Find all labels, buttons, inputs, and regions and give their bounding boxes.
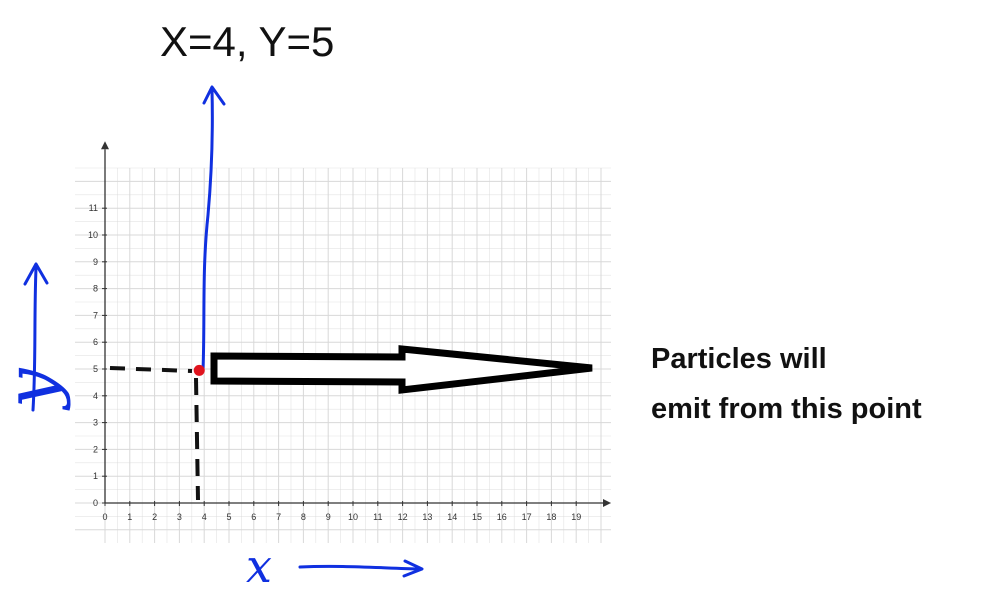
emission-note: Particles will emit from this point [651, 334, 922, 434]
y-hand-label: y [0, 367, 72, 411]
y-tick-label: 11 [89, 203, 98, 213]
y-tick-label: 2 [93, 444, 98, 454]
y-tick-labels: 0 1 2 3 4 5 6 7 8 9 10 11 [88, 203, 107, 508]
x-axis-arrowhead [603, 499, 611, 507]
y-tick-label: 5 [93, 364, 98, 374]
x-tick-label: 18 [546, 512, 556, 522]
graph-axes [101, 141, 611, 507]
y-tick-label: 10 [88, 230, 98, 240]
x-tick-label: 4 [202, 512, 207, 522]
emission-arrow [210, 345, 593, 394]
x-tick-label: 15 [472, 512, 482, 522]
x-tick-label: 13 [422, 512, 432, 522]
y-tick-label: 6 [93, 337, 98, 347]
emission-note-line-1: Particles will [651, 343, 827, 375]
horizontal-dashed-guide [109, 366, 193, 373]
x-tick-label: 5 [226, 512, 231, 522]
x-tick-label: 14 [447, 512, 457, 522]
x-hand-arrowhead [402, 559, 424, 578]
x-tick-label: 7 [276, 512, 281, 522]
x-tick-label: 12 [398, 512, 408, 522]
y-tick-label: 0 [93, 498, 98, 508]
x-tick-label: 19 [571, 512, 581, 522]
x-tick-label: 3 [177, 512, 182, 522]
coordinate-title: X=4, Y=5 [160, 18, 335, 65]
vertical-dashed-guide [194, 377, 200, 501]
x-tick-label: 9 [326, 512, 331, 522]
y-tick-label: 3 [93, 418, 98, 428]
y-tick-label: 8 [93, 284, 98, 294]
x-tick-label: 2 [152, 512, 157, 522]
x-hand-arrow [298, 564, 422, 571]
x-tick-label: 6 [251, 512, 256, 522]
x-tick-label: 8 [301, 512, 306, 522]
y-hand-arrow [31, 266, 38, 412]
emission-note-line-2: emit from this point [651, 393, 922, 425]
x-tick-label: 17 [522, 512, 532, 522]
x-tick-label: 16 [497, 512, 507, 522]
y-tick-label: 9 [93, 257, 98, 267]
y-hand-arrowhead [23, 262, 49, 286]
x-tick-labels: 0 1 2 3 4 5 6 7 8 9 10 11 12 13 14 15 16 17 18 19 [102, 501, 581, 522]
pointer-arrowhead [202, 85, 226, 106]
y-tick-label: 1 [93, 471, 98, 481]
pointer-arrow [201, 88, 214, 372]
x-tick-label: 1 [127, 512, 132, 522]
x-hand-label: x [246, 539, 272, 593]
y-tick-label: 7 [93, 310, 98, 320]
emission-point [193, 364, 205, 376]
y-axis-arrowhead [101, 141, 109, 150]
x-tick-label: 11 [373, 512, 382, 522]
x-tick-label: 0 [102, 512, 107, 522]
y-tick-label: 4 [93, 391, 98, 401]
x-tick-label: 10 [348, 512, 358, 522]
